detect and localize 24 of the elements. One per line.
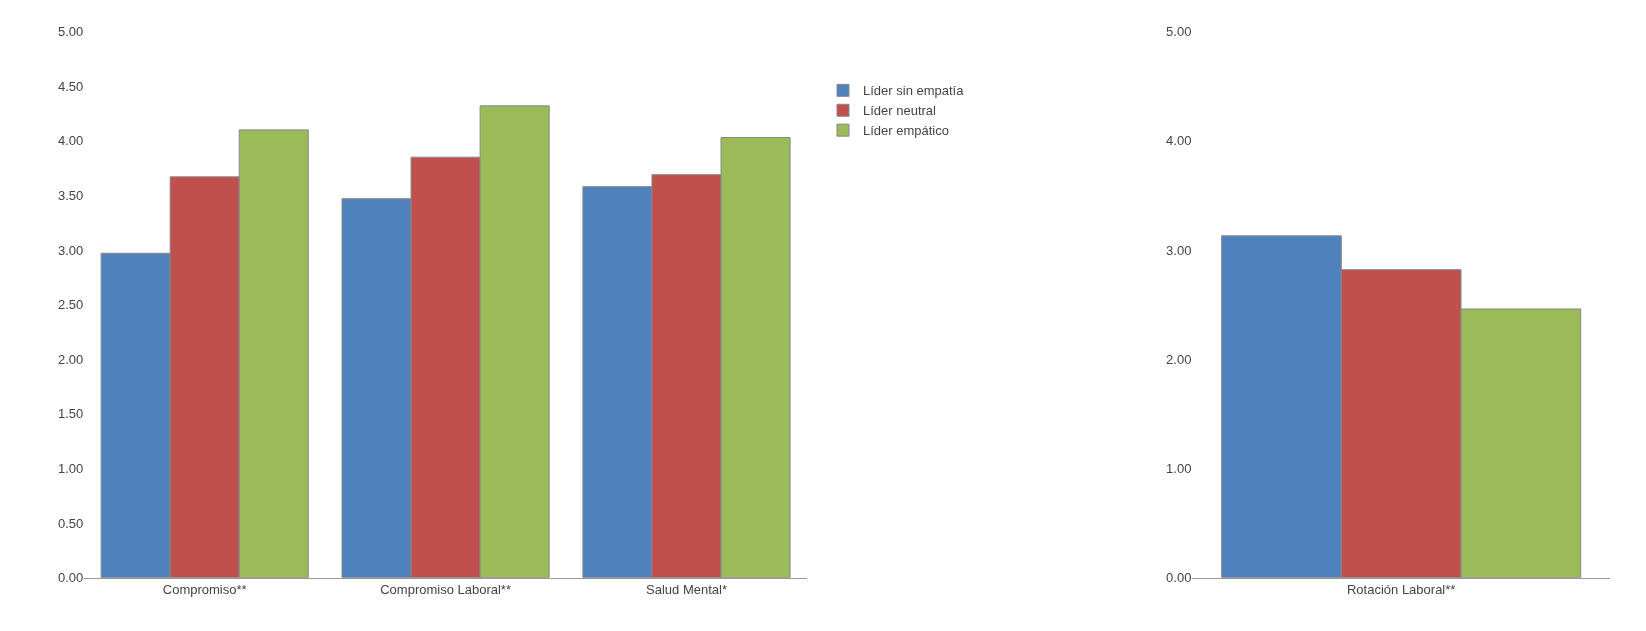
y-tick-label: 0.50: [57, 515, 84, 531]
y-tick-label: 1.50: [57, 406, 84, 422]
y-tick-label: 4.00: [1166, 133, 1192, 149]
legend-label: Líder empático: [863, 123, 949, 139]
y-tick-label: 4.50: [57, 78, 84, 94]
y-tick-label: 4.00: [57, 133, 84, 149]
y-tick-label: 0.00: [1166, 570, 1192, 586]
x-tick-label: Compromiso Laboral**: [380, 582, 511, 598]
y-tick-label: 3.50: [57, 187, 84, 203]
legend-label: Líder sin empatía: [863, 83, 965, 99]
y-tick-label: 1.00: [1166, 460, 1192, 476]
y-tick-label: 5.00: [57, 24, 84, 40]
legend-label: Líder neutral: [863, 103, 937, 119]
y-tick-label: 5.00: [1166, 24, 1192, 40]
x-tick-label: Rotación Laboral**: [1346, 582, 1456, 598]
x-tick-label: Salud Mental*: [646, 582, 727, 598]
y-tick-label: 3.00: [57, 242, 84, 258]
y-tick-label: 0.00: [57, 570, 84, 586]
y-tick-label: 2.00: [1166, 351, 1192, 367]
y-tick-label: 1.00: [57, 460, 84, 476]
y-tick-label: 2.50: [57, 297, 84, 313]
y-tick-label: 3.00: [1166, 242, 1192, 258]
x-tick-label: Compromiso**: [162, 582, 247, 598]
y-tick-label: 2.00: [57, 351, 84, 367]
